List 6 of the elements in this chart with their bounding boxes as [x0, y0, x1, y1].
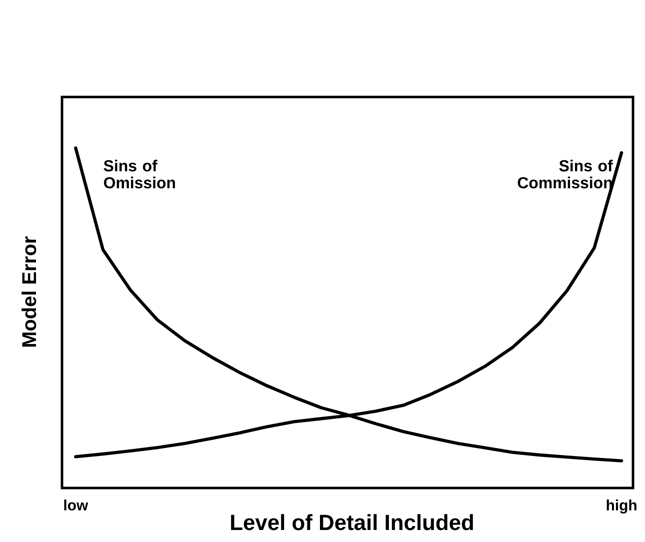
x-tick-label: low [64, 500, 88, 510]
x-tick-label: high [606, 500, 636, 514]
y-axis-title: Model Error [22, 236, 36, 347]
x-axis-title: Level of Detail Included [231, 514, 473, 530]
series-label: Sins of Omission [104, 160, 175, 188]
series-label: Sins of Commission [518, 160, 613, 188]
